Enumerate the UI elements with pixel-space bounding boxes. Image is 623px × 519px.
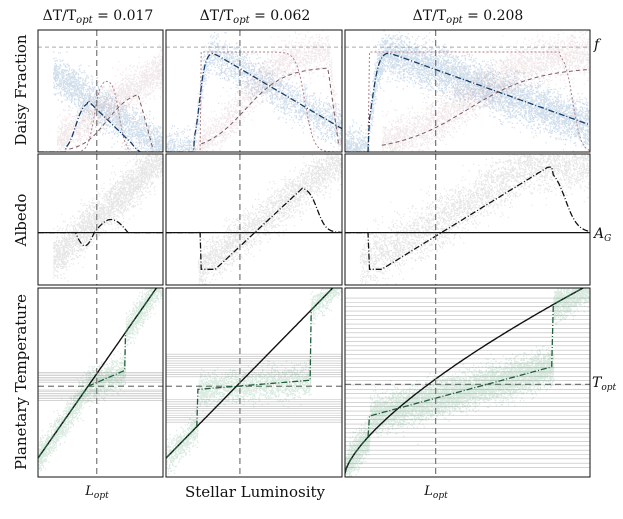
panel-frame — [165, 287, 343, 478]
dark-daisy-scatter-points — [166, 30, 342, 152]
panel-r0-c1 — [165, 29, 343, 153]
temperature-scatter — [166, 288, 342, 477]
albedo-mean — [345, 166, 590, 270]
dark-daisy-mean — [38, 99, 163, 152]
bare-temperature — [345, 288, 585, 474]
x-axis-label: Stellar Luminosity — [185, 483, 326, 501]
light-daisy-scatter — [192, 30, 342, 152]
panel-frame — [344, 287, 591, 478]
panel-frame — [37, 153, 164, 286]
row-label-temperature: Planetary Temperature — [12, 294, 30, 470]
panel-frame — [165, 29, 343, 153]
light-daisy-scatter-points — [192, 30, 342, 152]
light-daisy-mean — [69, 93, 154, 150]
panel-frame — [344, 29, 591, 153]
panel-r0-c2 — [344, 29, 591, 153]
panel-r1-c0 — [37, 153, 164, 286]
panel-r1-c1 — [165, 153, 343, 286]
daisy-temperature-mean — [345, 288, 585, 474]
panel-frame — [37, 29, 164, 153]
col-title-0: ΔT/Topt = 0.017 — [43, 8, 154, 26]
dark-daisy-scatter — [166, 30, 342, 152]
panel-r1-c2 — [344, 153, 591, 286]
light-daisy-scatter — [381, 30, 590, 152]
albedo-scatter-points — [359, 154, 590, 285]
dark-daisy-mean — [166, 52, 342, 152]
albedo-scatter — [359, 154, 590, 285]
xtick-lopt-0: Lopt — [84, 484, 109, 501]
row-label-daisy: Daisy Fraction — [12, 34, 30, 145]
row-label-albedo: Albedo — [12, 194, 30, 248]
panel-r2-c1 — [165, 287, 343, 478]
panel-r0-c0 — [37, 29, 164, 153]
light-daisy-scatter — [56, 43, 163, 152]
light-daisy-mean — [381, 69, 590, 146]
albedo-scatter — [197, 154, 342, 285]
temperature-scatter-points — [166, 288, 342, 477]
albedo-mean — [166, 187, 342, 270]
temperature-scatter — [38, 288, 163, 477]
dark-daisy-mean — [345, 52, 590, 152]
panel-r2-c0 — [37, 287, 164, 478]
light-daisy-mean — [201, 67, 340, 146]
albedo-scatter-points — [197, 154, 342, 285]
albedo-scatter — [53, 154, 163, 282]
panel-frame — [37, 287, 164, 478]
panel-frame — [165, 153, 343, 286]
col-title-2: ΔT/Topt = 0.208 — [413, 8, 524, 26]
light-daisy-envelope — [345, 51, 590, 152]
light-daisy-envelope — [166, 51, 342, 152]
albedo-scatter-points — [53, 154, 163, 282]
temperature-scatter — [345, 288, 590, 477]
xtick-lopt-1: Lopt — [423, 484, 448, 501]
right-label-ag: AG — [592, 226, 611, 244]
daisy-temperature-mean — [38, 288, 158, 459]
albedo-mean — [38, 218, 163, 247]
dark-daisy-scatter — [345, 30, 590, 152]
dark-daisy-scatter — [53, 51, 163, 152]
light-daisy-scatter-points — [56, 43, 163, 152]
temperature-scatter-points — [38, 288, 163, 477]
panel-frame — [344, 153, 591, 286]
right-label-f: f — [593, 37, 602, 53]
temperature-scatter-points — [345, 288, 590, 477]
col-title-1: ΔT/Topt = 0.062 — [200, 8, 311, 26]
right-label-topt: Topt — [592, 375, 617, 393]
panel-r2-c2 — [344, 287, 591, 478]
dark-daisy-scatter-points — [345, 30, 590, 152]
light-daisy-scatter-points — [381, 30, 590, 152]
daisy-temperature-mean — [166, 288, 334, 459]
dark-daisy-scatter-points — [53, 51, 163, 152]
